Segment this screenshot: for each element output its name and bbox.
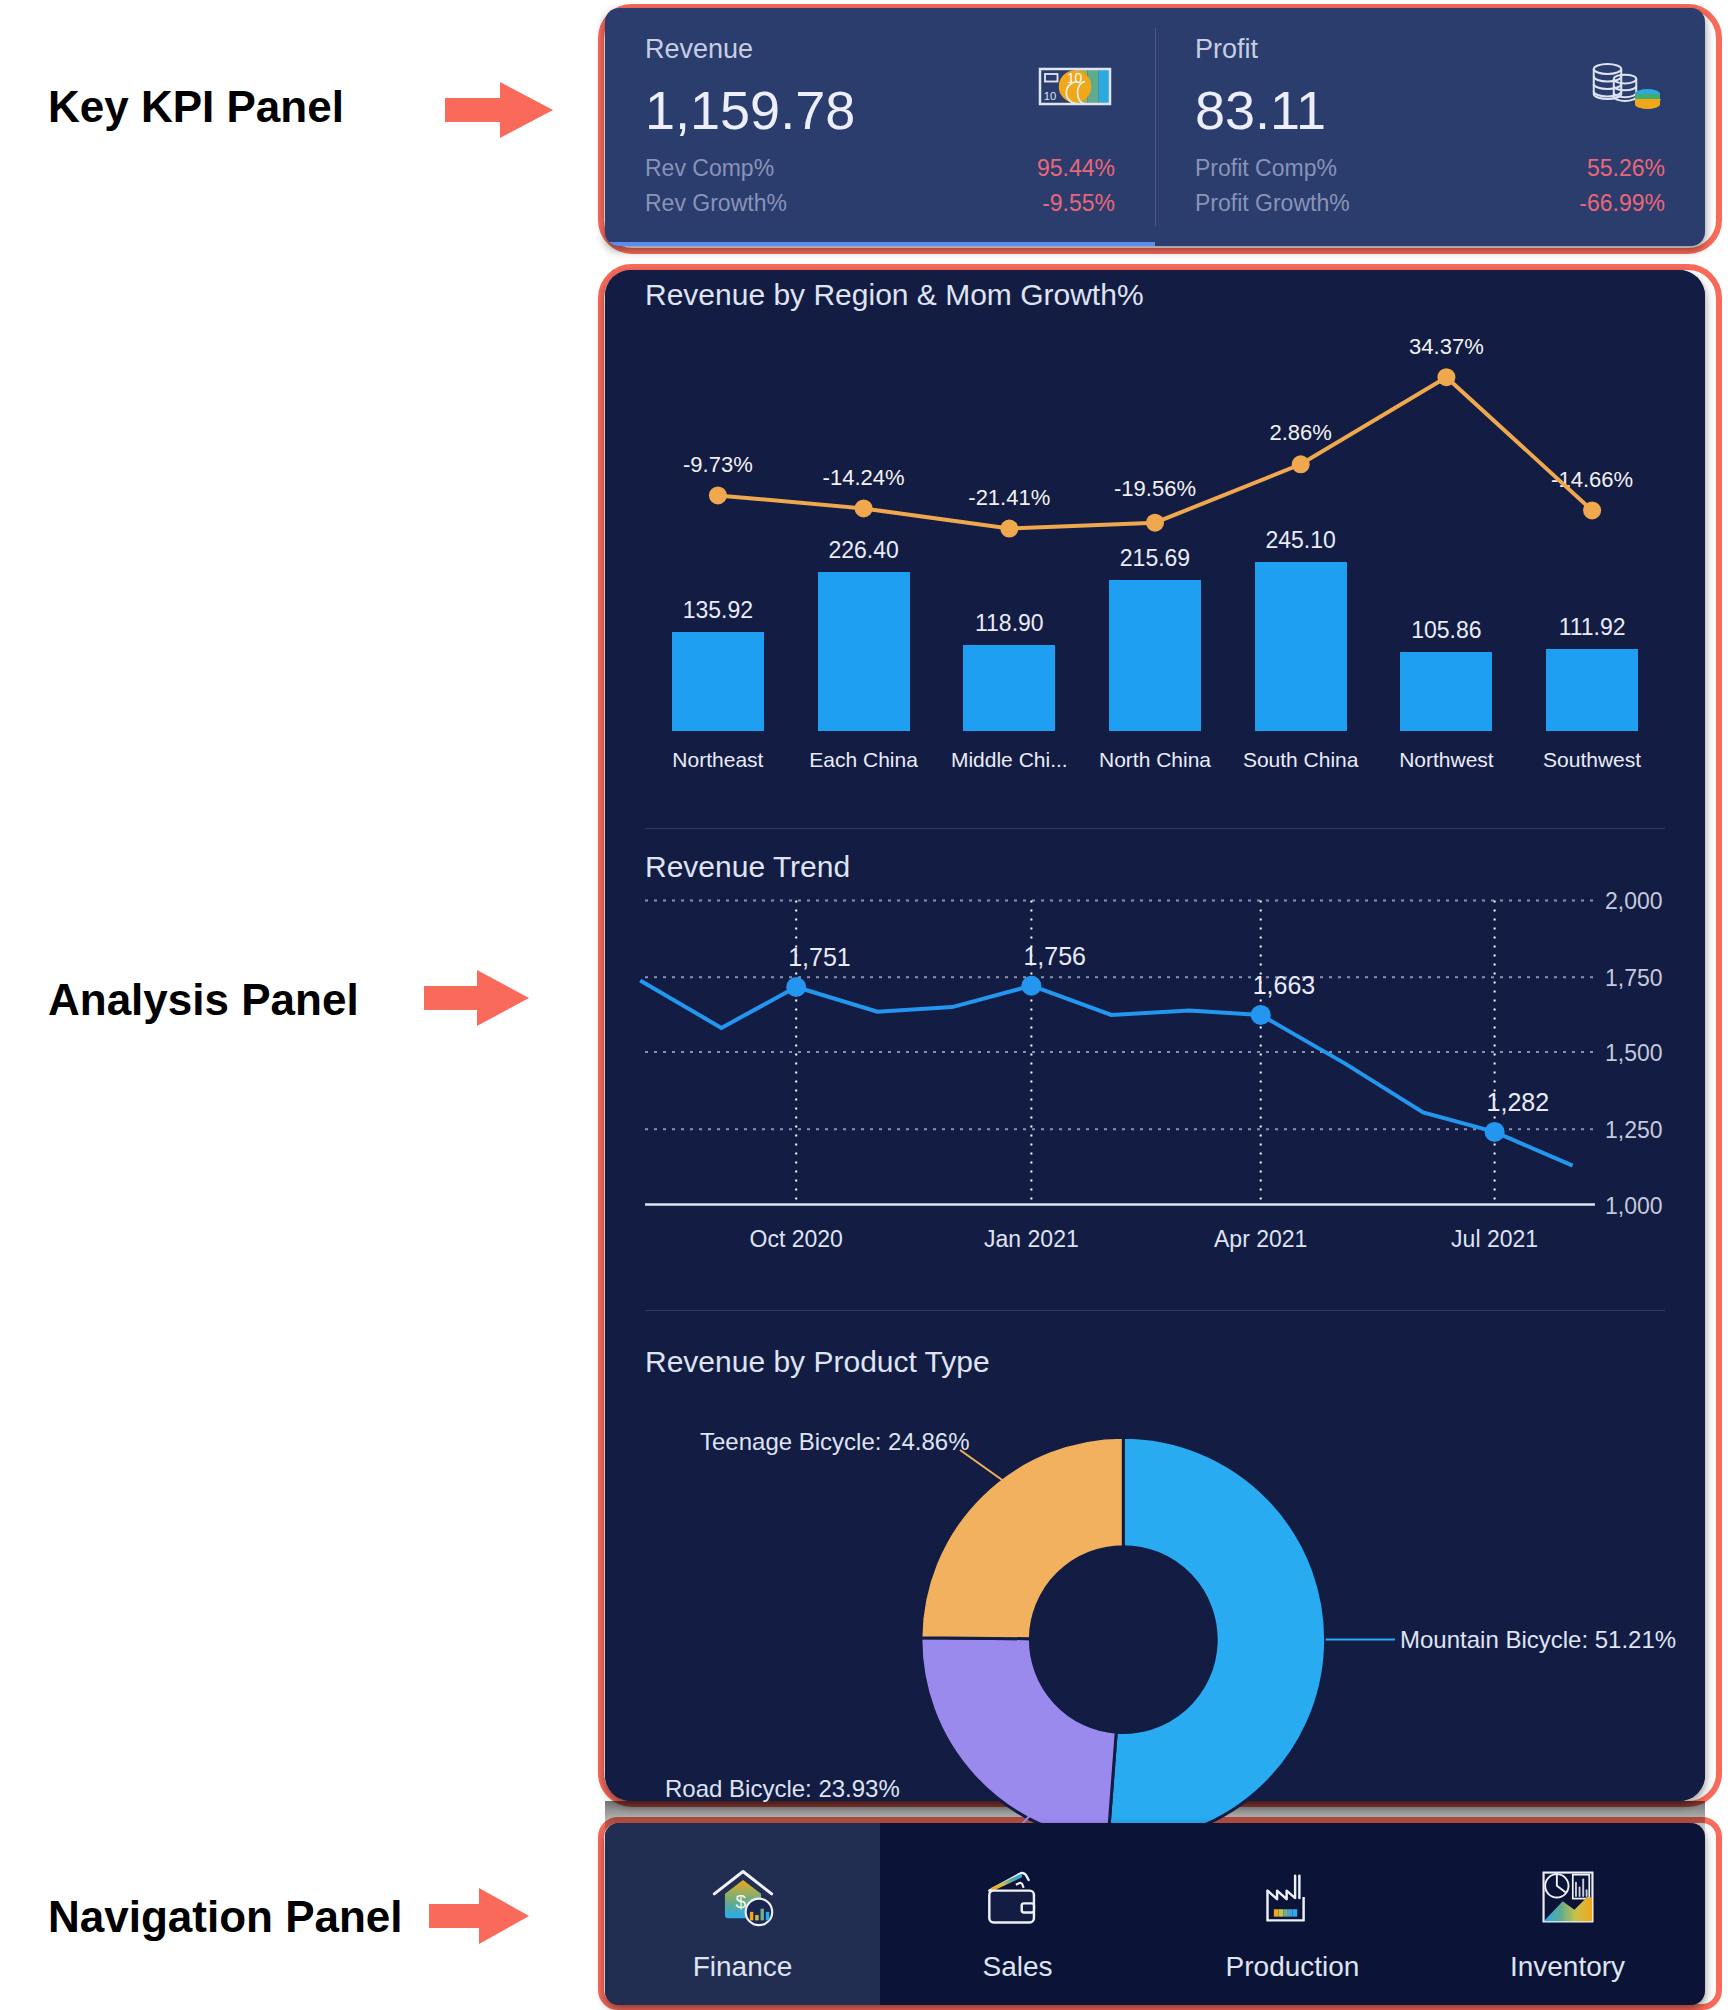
svg-text:$: $ xyxy=(735,1891,746,1912)
